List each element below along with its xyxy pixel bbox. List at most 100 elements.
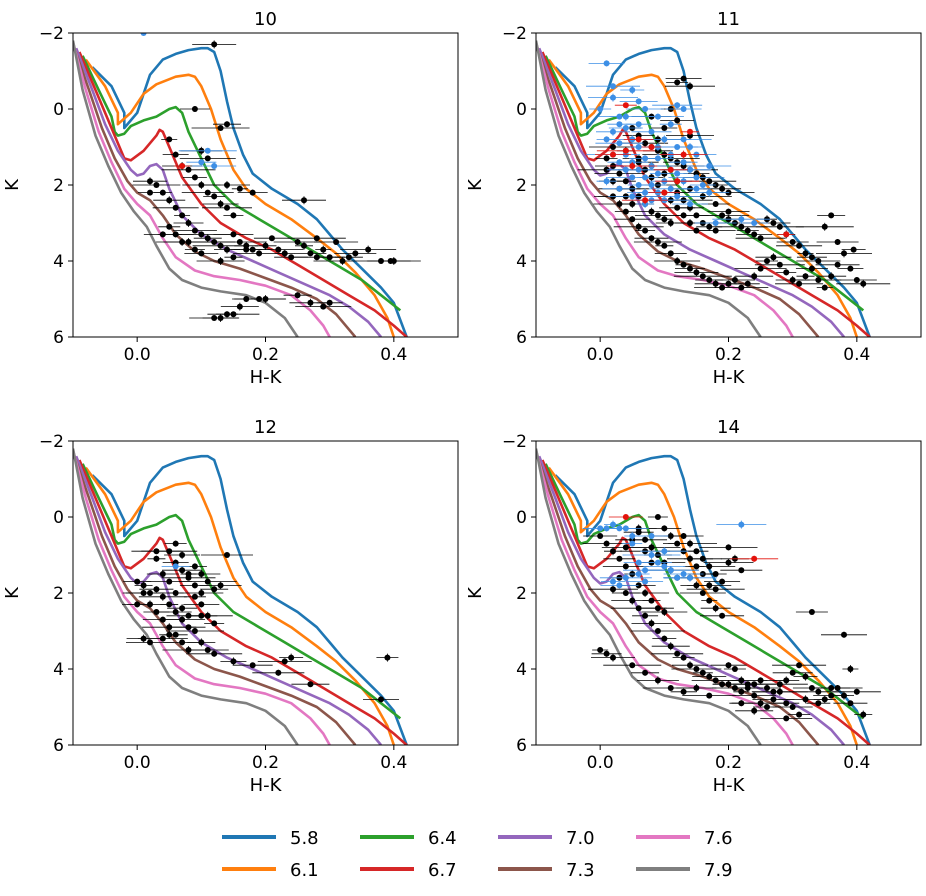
data-point-red: [629, 163, 636, 169]
data-point-black: [667, 643, 674, 650]
data-point-black: [815, 700, 822, 707]
x-tick-label: 0.2: [252, 753, 279, 773]
data-point-black: [680, 688, 687, 695]
y-tick-label: −2: [39, 24, 64, 44]
data-point-black: [198, 612, 205, 619]
data-point-black: [301, 242, 307, 249]
data-point-black: [204, 189, 211, 196]
data-point-black: [166, 197, 173, 204]
y-tick-label: 0: [53, 100, 64, 120]
data-point-black: [204, 155, 211, 162]
data-point-black: [603, 540, 610, 547]
data-point-blue: [654, 155, 661, 162]
data-point-black: [841, 692, 847, 699]
data-point-black: [333, 239, 340, 245]
isochrone-6.4: [81, 55, 402, 312]
x-tick-label: 0.0: [124, 753, 151, 773]
data-point-blue: [706, 189, 713, 196]
x-tick-label: 0.4: [843, 345, 870, 365]
data-point-black: [661, 125, 668, 131]
isochrone-7.3: [73, 451, 357, 745]
isochrone-6.1: [84, 466, 396, 745]
data-point-black: [693, 666, 700, 672]
data-point-black: [159, 635, 166, 642]
data-point-black: [635, 582, 642, 589]
data-point-black: [654, 514, 661, 520]
data-point-black: [191, 593, 198, 600]
data-point-black: [198, 601, 205, 608]
data-point-black: [224, 204, 230, 211]
data-point-black: [616, 170, 623, 177]
data-point-blue: [616, 121, 623, 128]
legend-label-7.0: 7.0: [566, 828, 595, 849]
data-point-blue: [642, 578, 649, 585]
data-point-blue: [654, 113, 661, 120]
data-point-black: [828, 692, 835, 699]
data-point-black: [191, 174, 198, 181]
data-point-black: [185, 220, 192, 226]
data-point-blue: [699, 182, 706, 188]
data-point-black: [796, 662, 803, 669]
data-point-black: [789, 669, 796, 676]
data-point-black: [751, 231, 758, 238]
data-point-red: [179, 163, 186, 169]
data-point-black: [390, 258, 397, 264]
data-point-black: [281, 250, 288, 257]
plot-area: [536, 40, 891, 337]
panel-11: 11 0.0 0.2 0.4 −2 0 2 4 6 H-K K: [465, 9, 922, 388]
data-point-black: [217, 582, 224, 589]
data-point-black: [648, 208, 655, 215]
data-point-blue: [635, 121, 642, 128]
x-tick-label: 0.0: [587, 753, 614, 773]
data-point-black: [217, 258, 224, 264]
data-point-black: [191, 563, 198, 570]
data-point-black: [198, 590, 205, 596]
data-point-black: [860, 711, 867, 718]
data-point-black: [249, 662, 256, 669]
data-point-black: [834, 261, 841, 268]
legend-label-6.1: 6.1: [290, 860, 319, 881]
data-point-black: [687, 220, 693, 226]
isochrone-7.9: [536, 40, 762, 337]
data-point-black: [654, 212, 661, 219]
data-point-black: [224, 121, 230, 128]
y-tick-label: 4: [53, 252, 64, 272]
y-tick-label: −2: [39, 432, 64, 452]
data-point-blue: [616, 185, 623, 192]
data-point-black: [204, 235, 211, 242]
data-point-black: [744, 227, 751, 234]
data-point-black: [680, 654, 687, 661]
data-point-blue: [661, 548, 668, 555]
data-point-black: [834, 239, 841, 245]
data-point-black: [776, 223, 783, 230]
data-point-black: [738, 700, 745, 707]
panel-title: 10: [254, 9, 277, 30]
data-point-black: [172, 151, 179, 158]
data-point-black: [179, 639, 186, 646]
data-point-black: [179, 552, 186, 558]
data-point-blue: [616, 582, 623, 589]
data-point-black: [654, 239, 661, 245]
data-point-blue: [642, 174, 649, 181]
data-point-black: [307, 299, 314, 306]
data-point-black: [674, 79, 681, 86]
data-point-black: [185, 574, 192, 581]
data-point-black: [275, 669, 282, 676]
data-point-black: [680, 212, 687, 219]
data-point-black: [847, 666, 854, 672]
y-axis-label: K: [465, 586, 486, 599]
data-point-blue: [661, 136, 668, 143]
data-point-black: [828, 212, 835, 219]
data-point-black: [198, 231, 205, 238]
data-point-black: [191, 227, 198, 234]
data-point-black: [610, 586, 616, 593]
data-point-blue: [603, 60, 610, 67]
data-point-black: [648, 544, 655, 551]
data-point-black: [610, 548, 616, 555]
data-point-black: [307, 681, 314, 688]
data-point-black: [693, 227, 700, 234]
x-tick-label: 0.2: [715, 753, 742, 773]
data-point-red: [635, 136, 642, 143]
isochrone-7.9: [73, 40, 299, 337]
data-point-blue: [622, 113, 629, 120]
